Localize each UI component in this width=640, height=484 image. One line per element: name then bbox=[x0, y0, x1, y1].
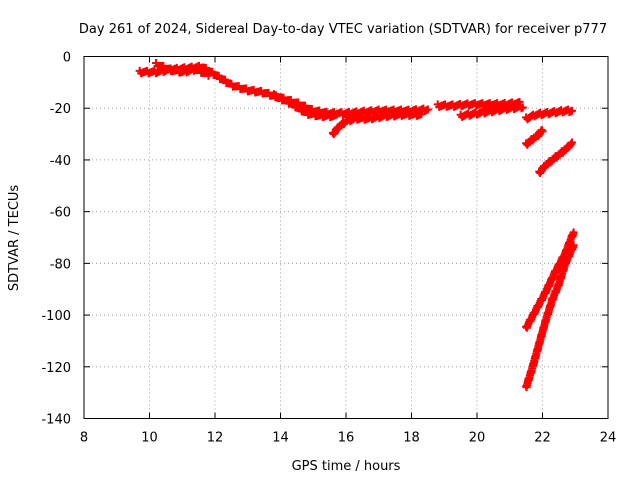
x-tick-label: 22 bbox=[534, 431, 551, 446]
y-tick-label: -100 bbox=[41, 309, 71, 324]
data-point bbox=[417, 110, 426, 119]
x-tick-label: 18 bbox=[403, 431, 420, 446]
data-point bbox=[567, 138, 576, 147]
data-point bbox=[423, 105, 432, 114]
x-tick-label: 20 bbox=[469, 431, 486, 446]
x-tick-label: 10 bbox=[141, 431, 158, 446]
data-point bbox=[567, 106, 576, 115]
x-axis-label: GPS time / hours bbox=[292, 459, 401, 474]
series-arc-lower-branch bbox=[269, 90, 341, 122]
x-tick-label: 24 bbox=[600, 431, 617, 446]
data-point bbox=[518, 103, 527, 112]
data-point bbox=[538, 127, 547, 136]
y-tick-label: -20 bbox=[50, 102, 71, 117]
data-point bbox=[332, 110, 341, 119]
series-arc-e bbox=[522, 241, 578, 392]
y-tick-label: 0 bbox=[63, 51, 71, 66]
y-tick-label: -40 bbox=[50, 154, 71, 169]
series-arc-dip bbox=[328, 109, 426, 139]
series-arc-a bbox=[522, 105, 576, 124]
x-tick-label: 12 bbox=[207, 431, 224, 446]
data-point bbox=[569, 228, 578, 237]
series-arc-upper-branch bbox=[152, 59, 213, 80]
data-point bbox=[204, 71, 213, 80]
chart-title: Day 261 of 2024, Sidereal Day-to-day VTE… bbox=[79, 22, 607, 37]
x-tick-label: 14 bbox=[272, 431, 289, 446]
tick-labels: 8 10 12 14 16 18 20 22 24 0 -20 -40 -60 -80 -100 -120 -1… bbox=[41, 51, 616, 446]
y-axis-label: SDTVAR / TECUs bbox=[7, 185, 22, 292]
series-arc-late-lower bbox=[456, 102, 527, 121]
series-arc-c bbox=[535, 138, 576, 177]
y-tick-label: -60 bbox=[50, 206, 71, 221]
series-arc-b bbox=[522, 125, 547, 149]
x-tick-label: 8 bbox=[80, 431, 88, 446]
y-tick-label: -80 bbox=[50, 257, 71, 272]
series-arc-d bbox=[522, 228, 578, 332]
y-tick-label: -120 bbox=[41, 361, 71, 376]
data-markers bbox=[135, 59, 578, 392]
axes bbox=[83, 56, 609, 419]
y-tick-label: -140 bbox=[41, 413, 71, 428]
data-point bbox=[569, 241, 578, 250]
x-tick-label: 16 bbox=[338, 431, 355, 446]
